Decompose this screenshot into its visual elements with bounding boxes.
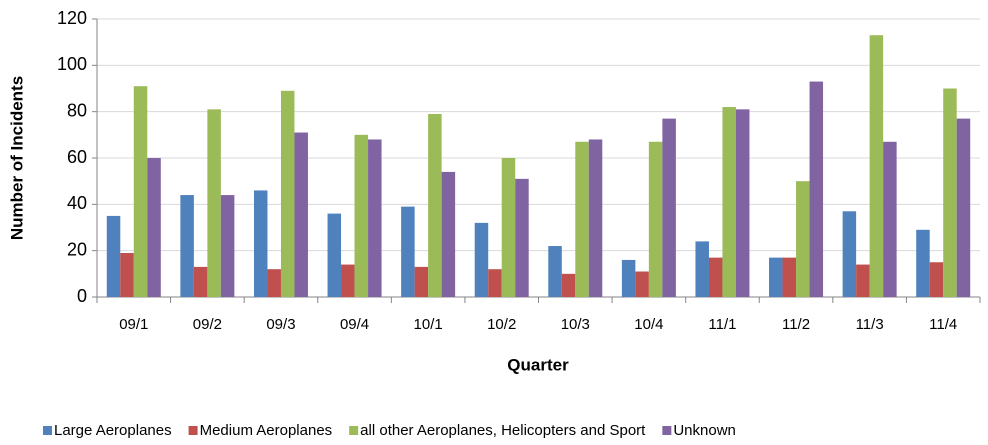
bar xyxy=(133,86,148,297)
y-axis-title: Number of Incidents xyxy=(7,76,26,240)
bar xyxy=(708,257,723,297)
bar xyxy=(588,139,603,297)
bar xyxy=(120,252,134,297)
y-tick-label: 20 xyxy=(67,239,87,259)
bar xyxy=(401,206,415,297)
bar xyxy=(929,262,944,297)
x-tick-label: 09/4 xyxy=(340,316,369,333)
bar xyxy=(883,141,897,297)
bar xyxy=(782,257,797,297)
bar xyxy=(916,229,930,297)
bar xyxy=(515,178,529,297)
bar xyxy=(769,257,783,297)
bar xyxy=(842,211,857,297)
bar xyxy=(106,215,121,297)
y-tick-label: 40 xyxy=(67,193,87,213)
bar xyxy=(441,171,456,297)
legend-label: Medium Aeroplanes xyxy=(200,422,333,439)
bar xyxy=(796,181,810,297)
x-tick-label: 11/4 xyxy=(929,316,957,333)
bar xyxy=(294,132,308,297)
bar xyxy=(548,246,562,297)
bar xyxy=(956,118,971,297)
x-tick-label: 11/3 xyxy=(856,316,884,333)
x-tick-label: 11/1 xyxy=(708,316,736,333)
bar xyxy=(635,271,649,297)
bar xyxy=(253,190,268,297)
y-tick-label: 100 xyxy=(57,54,87,74)
bar xyxy=(621,259,636,297)
legend-swatch xyxy=(349,426,359,435)
legend-label: all other Aeroplanes, Helicopters and Sp… xyxy=(360,422,646,439)
bar xyxy=(147,158,161,297)
bar xyxy=(474,222,489,297)
x-tick-label: 11/2 xyxy=(782,316,810,333)
bar xyxy=(354,134,369,297)
y-tick-label: 0 xyxy=(77,286,87,306)
x-tick-label: 10/1 xyxy=(414,316,443,333)
bar xyxy=(488,269,502,297)
bar xyxy=(207,109,221,297)
bar xyxy=(267,269,281,297)
legend-swatch xyxy=(43,426,52,435)
legend-swatch xyxy=(188,426,198,435)
bar xyxy=(193,266,208,297)
bar xyxy=(428,113,442,297)
legend-label: Large Aeroplanes xyxy=(54,422,172,439)
bar xyxy=(869,35,884,297)
bar xyxy=(809,81,824,297)
bar xyxy=(856,264,870,297)
x-tick-label: 10/2 xyxy=(487,316,516,333)
bar xyxy=(722,107,736,298)
bar xyxy=(501,158,516,297)
bar xyxy=(695,241,709,297)
legend-swatch xyxy=(662,426,672,435)
bar xyxy=(575,141,589,297)
bar xyxy=(368,139,382,297)
bar xyxy=(327,213,342,297)
x-tick-label: 10/3 xyxy=(561,316,590,333)
bar xyxy=(280,90,295,297)
x-axis-title: Quarter xyxy=(507,355,569,374)
y-tick-label: 80 xyxy=(67,100,87,120)
bar xyxy=(341,264,355,297)
bar xyxy=(220,195,235,297)
bar xyxy=(943,88,957,297)
bar xyxy=(648,141,663,297)
y-tick-label: 120 xyxy=(57,8,87,28)
legend-label: Unknown xyxy=(673,422,736,439)
x-tick-label: 10/4 xyxy=(634,316,663,333)
x-tick-label: 09/3 xyxy=(266,316,295,333)
bar xyxy=(414,266,429,297)
x-tick-label: 09/2 xyxy=(193,316,222,333)
x-tick-label: 09/1 xyxy=(119,316,148,333)
bar xyxy=(561,273,576,297)
bar xyxy=(662,118,676,297)
y-tick-label: 60 xyxy=(67,147,87,167)
bar xyxy=(180,195,194,297)
bar xyxy=(735,109,750,297)
